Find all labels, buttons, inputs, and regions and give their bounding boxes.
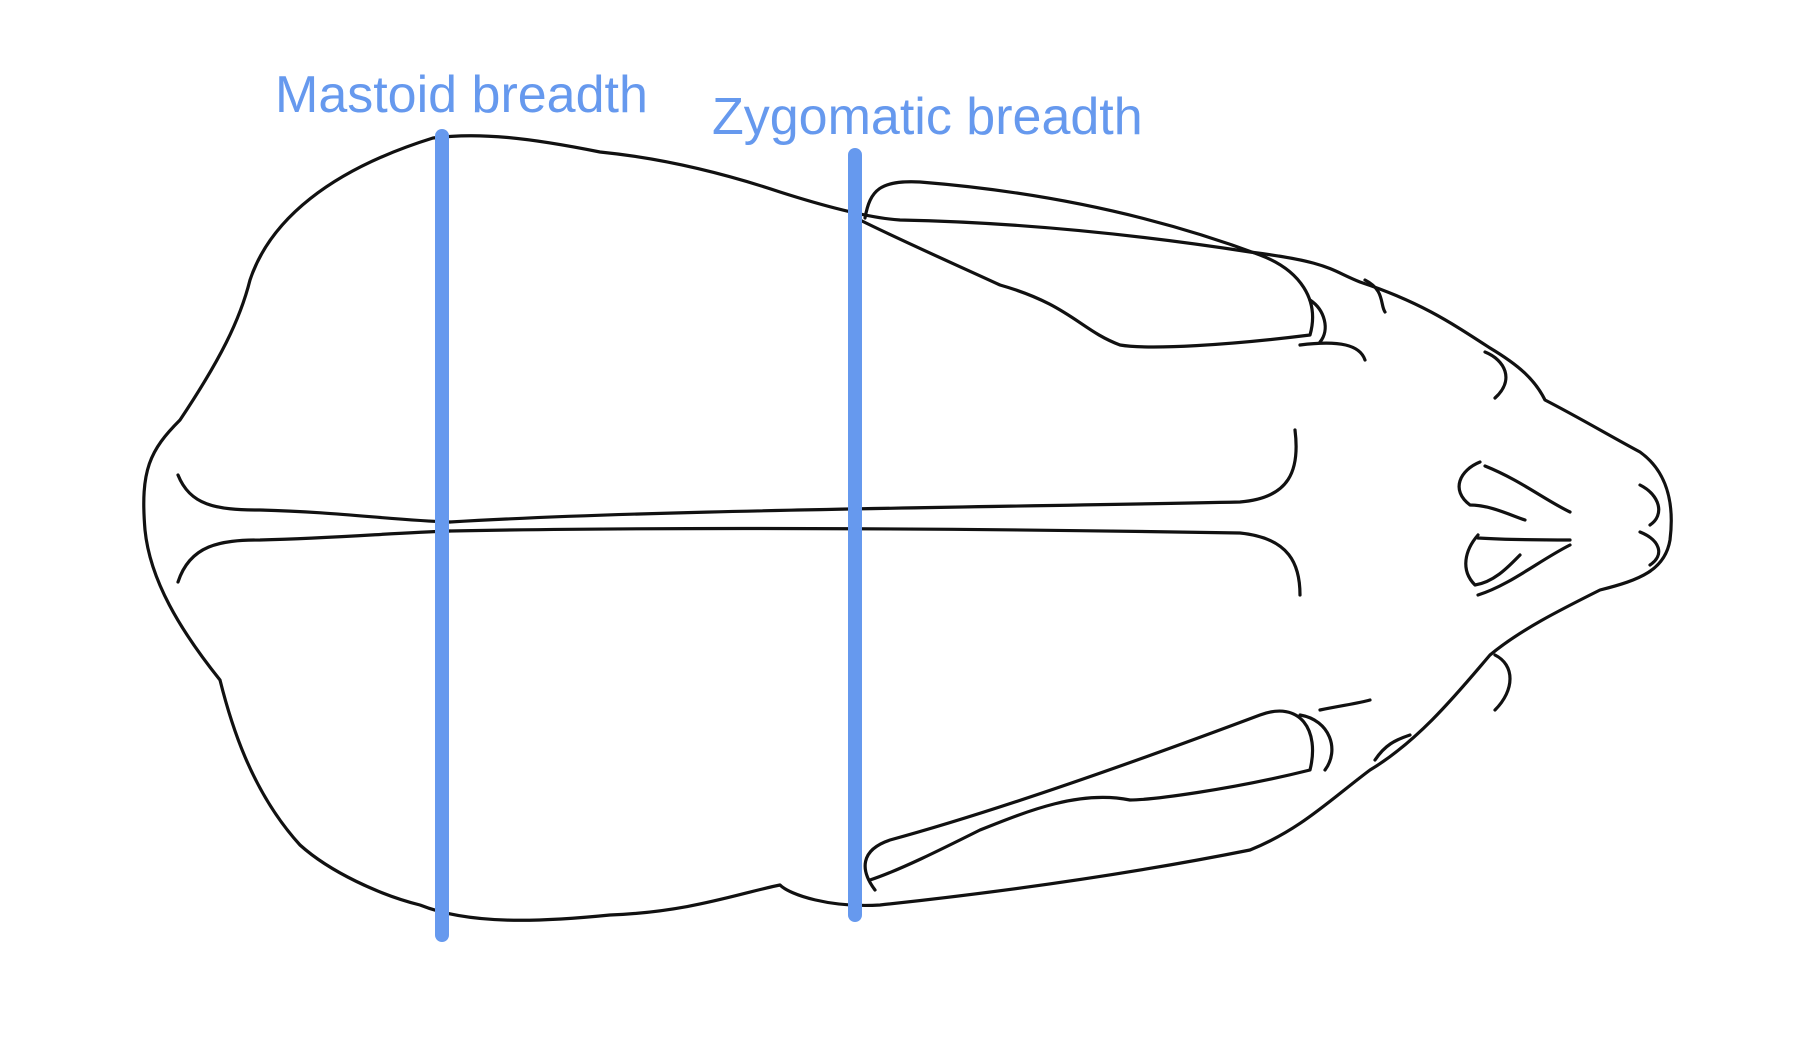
orbit-notch-lower (1493, 653, 1512, 712)
nasal-process-upper (1363, 278, 1387, 314)
incisor-lower (1638, 530, 1661, 567)
midline-top (448, 428, 1298, 524)
incisor-upper (1638, 483, 1661, 527)
zygomatic-breadth-label: Zygomatic breadth (712, 88, 1143, 146)
zygomatic-arch-lower-end (1318, 698, 1372, 712)
zygomatic-arch-lower-inner (1298, 713, 1334, 772)
premaxilla-left-1 (1457, 460, 1527, 522)
zygomatic-arch-lower (863, 709, 1315, 892)
skull-outline (142, 134, 1673, 922)
orbit-notch-upper (1483, 350, 1508, 400)
zygomatic-arch-upper-inner (1308, 298, 1327, 344)
midline-bottom (448, 526, 1302, 597)
nasal-process-lower (1373, 733, 1412, 762)
skull-contour (142, 134, 1673, 922)
mastoid-breadth-label: Mastoid breadth (275, 66, 648, 124)
premaxilla-ridge-3 (1476, 543, 1572, 597)
premaxilla-ridge-2 (1476, 536, 1572, 542)
zygomatic-arch-upper (858, 180, 1315, 349)
premaxilla-ridge (1483, 464, 1572, 514)
zygomatic-arch-upper-end (1298, 341, 1367, 362)
premaxilla-left-2 (1464, 533, 1522, 587)
occipital-curve-bottom (176, 529, 452, 584)
occipital-curve-top (176, 473, 452, 524)
